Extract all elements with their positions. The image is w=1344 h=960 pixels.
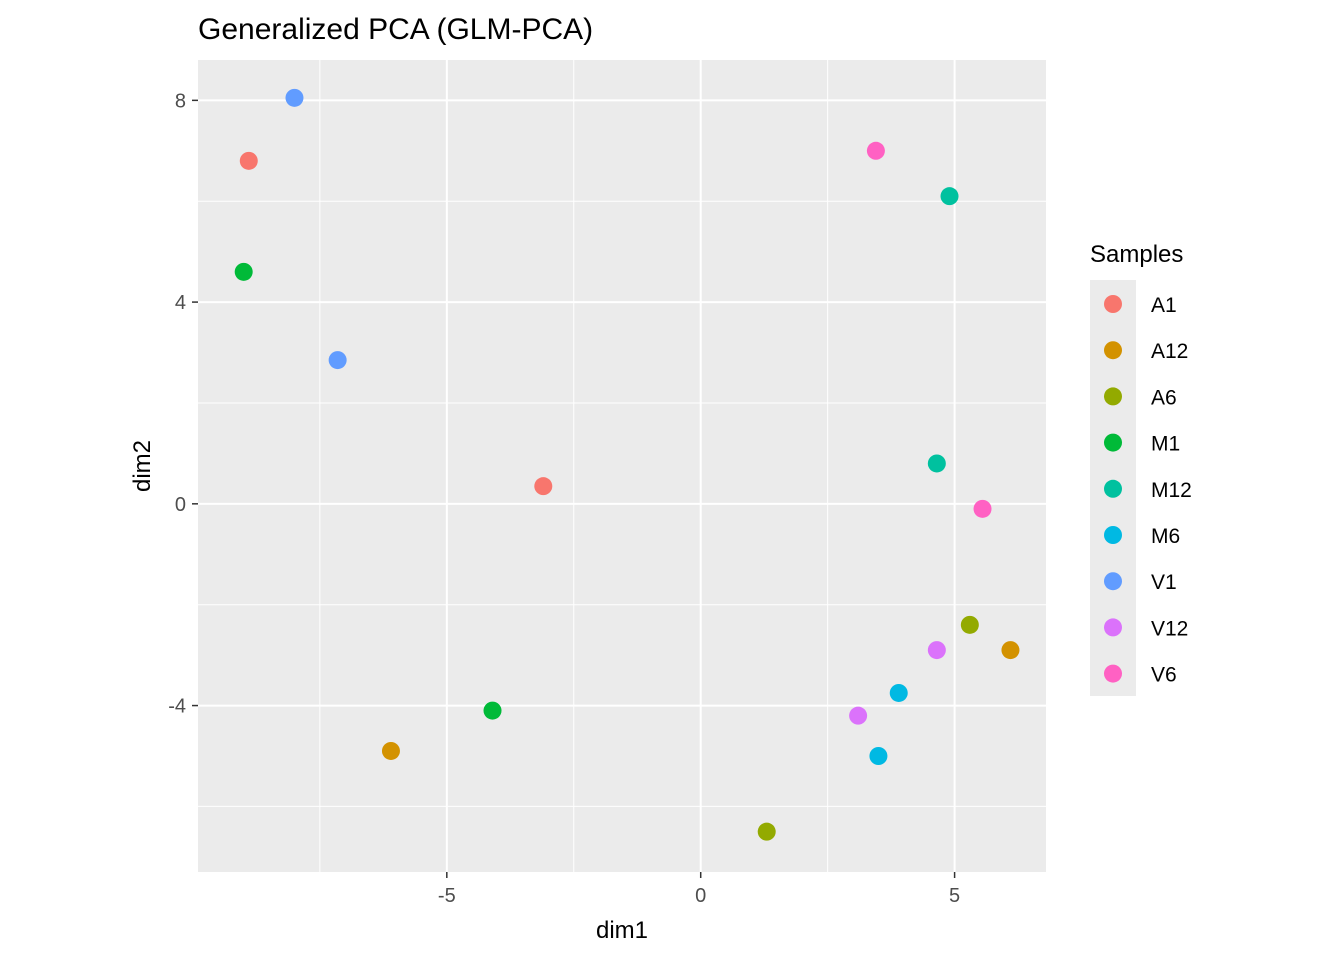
legend-key-m1 [1104,433,1122,452]
legend-label-a12: A12 [1151,340,1188,363]
point-m12 [940,187,959,206]
legend-key-v6 [1104,664,1122,683]
x-tick-label: -5 [438,885,456,907]
point-v12 [927,641,946,660]
point-v12 [849,706,868,725]
point-a1 [534,477,553,496]
minor-gridlines [198,60,1046,872]
y-axis: -4 0 4 8 [168,90,198,718]
point-a12 [381,741,400,760]
point-m6 [889,683,908,702]
major-gridlines [198,60,1046,872]
legend-key-a6 [1104,387,1122,406]
x-tick-label: 5 [949,885,960,907]
legend-key-a1 [1104,295,1122,313]
point-a6 [757,822,776,841]
legend-label-v12: V12 [1151,617,1188,640]
y-tick-label: -4 [168,696,186,718]
legend-label-v6: V6 [1151,664,1177,687]
point-m6 [869,747,888,765]
legend-key-m6 [1104,526,1122,544]
point-m1 [234,262,253,281]
y-axis-title: dim2 [129,440,156,492]
legend-label-a6: A6 [1151,386,1177,409]
y-tick-label: 8 [175,90,186,112]
legend-key-a12 [1104,341,1122,360]
x-tick-label: 0 [695,885,706,907]
legend-items: A1 A12 A6 M1 M12 M6 V1 V12 V6 [1104,294,1192,687]
legend-title: Samples [1090,241,1183,268]
x-axis: -5 0 5 [438,872,960,907]
legend-key-v12 [1104,618,1122,637]
legend-key-v1 [1104,572,1122,591]
legend-label-v1: V1 [1151,571,1177,594]
point-m1 [483,701,502,720]
legend-key-m12 [1104,479,1122,498]
point-v6 [866,141,885,160]
x-axis-title: dim1 [596,917,648,944]
y-tick-label: 0 [175,494,186,516]
point-m12 [927,454,946,473]
y-tick-label: 4 [175,292,186,314]
plot-panel [198,60,1046,872]
data-points [234,88,1020,841]
legend-label-a1: A1 [1151,294,1177,317]
legend-label-m1: M1 [1151,433,1180,456]
point-v1 [285,88,304,107]
point-a1 [239,151,258,170]
chart-title: Generalized PCA (GLM-PCA) [198,13,593,46]
point-a12 [1001,641,1020,660]
point-v6 [973,499,992,518]
point-a6 [960,615,979,634]
point-v1 [328,351,347,370]
legend-label-m6: M6 [1151,525,1180,548]
legend-label-m12: M12 [1151,479,1192,502]
legend: Samples A1 A12 A6 M1 M12 M6 V1 V12 V6 [1090,241,1192,696]
